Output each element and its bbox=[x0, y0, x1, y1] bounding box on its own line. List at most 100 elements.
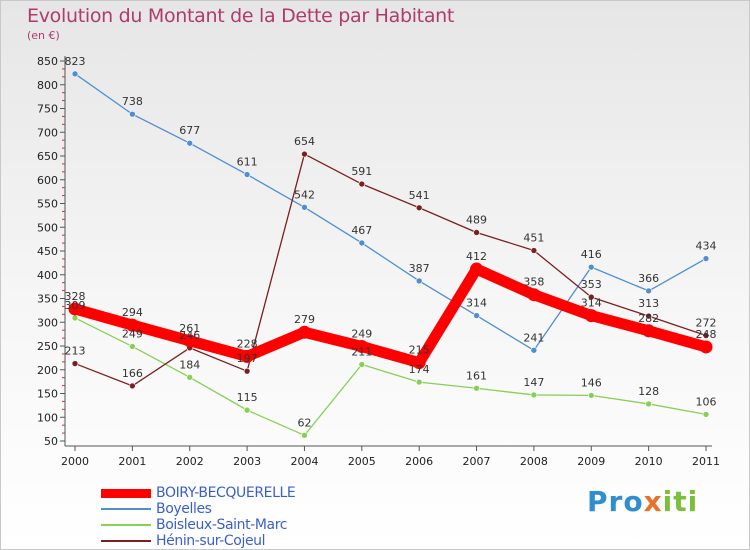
y-tick-label: 550 bbox=[37, 198, 58, 211]
y-tick-label: 350 bbox=[37, 293, 58, 306]
y-tick-label: 150 bbox=[37, 388, 58, 401]
data-label: 246 bbox=[179, 329, 200, 342]
logo-part-1: Pro bbox=[587, 485, 644, 518]
legend-swatch bbox=[101, 508, 151, 510]
data-point bbox=[645, 287, 652, 295]
data-label: 541 bbox=[409, 189, 430, 202]
data-point bbox=[129, 382, 136, 390]
data-point bbox=[412, 356, 426, 370]
y-tick-label: 850 bbox=[37, 55, 58, 68]
data-point bbox=[183, 334, 197, 348]
chart-title: Evolution du Montant de la Dette par Hab… bbox=[27, 5, 455, 27]
data-point bbox=[415, 378, 423, 386]
data-label: 314 bbox=[581, 297, 602, 310]
data-label: 211 bbox=[351, 346, 372, 359]
x-tick-label: 2003 bbox=[233, 455, 261, 468]
data-point bbox=[702, 255, 710, 262]
series-line-1 bbox=[74, 73, 707, 351]
series-line-2 bbox=[74, 317, 707, 436]
y-tick-label: 400 bbox=[37, 269, 58, 282]
data-point bbox=[587, 392, 595, 399]
data-point bbox=[530, 391, 538, 399]
data-point bbox=[527, 288, 541, 302]
x-tick-label: 2009 bbox=[577, 455, 605, 468]
data-label: 249 bbox=[351, 327, 372, 340]
data-point bbox=[415, 277, 423, 285]
y-tick-label: 750 bbox=[37, 103, 58, 116]
data-point bbox=[358, 361, 366, 368]
data-point bbox=[702, 332, 710, 339]
x-tick-label: 2008 bbox=[520, 455, 548, 468]
data-point bbox=[125, 318, 139, 332]
data-point bbox=[645, 312, 652, 320]
data-label: 166 bbox=[122, 367, 143, 380]
data-label: 314 bbox=[466, 297, 487, 310]
data-label: 249 bbox=[122, 327, 143, 340]
data-point bbox=[645, 400, 652, 408]
x-tick-label: 2000 bbox=[61, 455, 89, 468]
data-point bbox=[297, 325, 311, 339]
data-label: 197 bbox=[237, 352, 258, 365]
data-point bbox=[587, 293, 595, 301]
data-label: 213 bbox=[65, 345, 86, 358]
data-label: 489 bbox=[466, 213, 487, 226]
data-label: 215 bbox=[409, 344, 430, 357]
data-point bbox=[530, 346, 538, 354]
x-tick-label: 2010 bbox=[635, 455, 663, 468]
data-label: 115 bbox=[237, 391, 258, 404]
data-label: 611 bbox=[237, 156, 258, 169]
y-tick-label: 650 bbox=[37, 150, 58, 163]
data-label: 416 bbox=[581, 248, 602, 261]
data-point bbox=[301, 204, 308, 211]
data-label: 241 bbox=[523, 331, 544, 344]
data-label: 467 bbox=[351, 224, 372, 237]
y-tick-label: 300 bbox=[37, 316, 58, 329]
data-label: 387 bbox=[409, 262, 430, 275]
data-point bbox=[68, 302, 82, 316]
proxiti-logo: Proxiti bbox=[587, 485, 698, 518]
data-label: 738 bbox=[122, 95, 143, 108]
data-label: 358 bbox=[523, 276, 544, 289]
x-tick-label: 2005 bbox=[348, 455, 376, 468]
data-label: 62 bbox=[297, 416, 311, 429]
series-line-0 bbox=[69, 263, 712, 369]
data-label: 272 bbox=[696, 317, 717, 330]
data-label: 184 bbox=[179, 358, 200, 371]
data-label: 261 bbox=[179, 322, 200, 335]
data-point bbox=[243, 406, 251, 414]
x-tick-label: 2001 bbox=[118, 455, 146, 468]
data-point bbox=[240, 349, 254, 363]
logo-part-2: x bbox=[643, 485, 663, 518]
data-label: 309 bbox=[65, 299, 86, 312]
x-tick-label: 2011 bbox=[692, 455, 720, 468]
y-tick-label: 800 bbox=[37, 79, 58, 92]
data-point bbox=[71, 360, 79, 367]
y-tick-label: 450 bbox=[37, 245, 58, 258]
data-point bbox=[470, 262, 484, 276]
data-label: 328 bbox=[65, 290, 86, 303]
legend-label: Boyelles bbox=[156, 501, 212, 517]
data-label: 174 bbox=[409, 363, 430, 376]
data-label: 294 bbox=[122, 306, 143, 319]
data-point bbox=[702, 411, 710, 418]
data-point bbox=[699, 340, 713, 354]
data-label: 146 bbox=[581, 376, 602, 389]
y-tick-label: 100 bbox=[37, 411, 58, 424]
data-point bbox=[355, 339, 369, 353]
data-label: 279 bbox=[294, 313, 315, 326]
legend-swatch bbox=[101, 489, 151, 498]
legend-label: Boisleux-Saint-Marc bbox=[156, 517, 288, 533]
logo-part-3: iti bbox=[662, 485, 699, 518]
data-point bbox=[243, 171, 251, 178]
y-tick-label: 50 bbox=[44, 435, 58, 448]
legend-swatch bbox=[101, 524, 151, 526]
y-tick-label: 700 bbox=[37, 126, 58, 139]
y-tick-label: 500 bbox=[37, 221, 58, 234]
data-label: 677 bbox=[179, 124, 200, 137]
data-label: 353 bbox=[581, 278, 602, 291]
data-point bbox=[243, 367, 251, 375]
data-point bbox=[186, 374, 194, 381]
data-point bbox=[473, 384, 480, 392]
